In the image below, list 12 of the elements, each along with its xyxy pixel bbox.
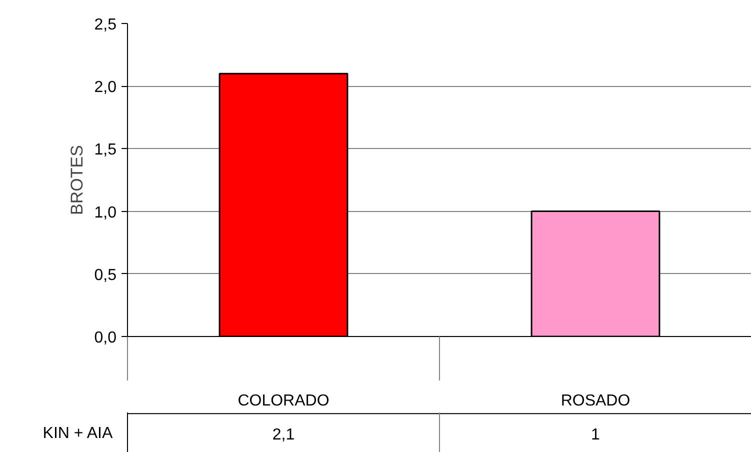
y-tick-label: 2,5 [94,16,117,34]
data-label: 1 [591,426,600,444]
y-tick-label: 1,0 [94,204,117,222]
y-tick-label: 1,5 [94,142,117,159]
text: KIN + AIA [42,424,113,442]
y-tick-label: 0,5 [94,266,117,284]
data-label: 2,1 [272,426,295,444]
y-tick-label: 2,0 [94,79,117,96]
y-tick-label: 0,0 [94,330,117,346]
y-axis-title: BROTES [67,145,86,215]
x-tick-label: COLORADO [238,392,330,410]
x-tick-label: ROSADO [560,392,630,410]
